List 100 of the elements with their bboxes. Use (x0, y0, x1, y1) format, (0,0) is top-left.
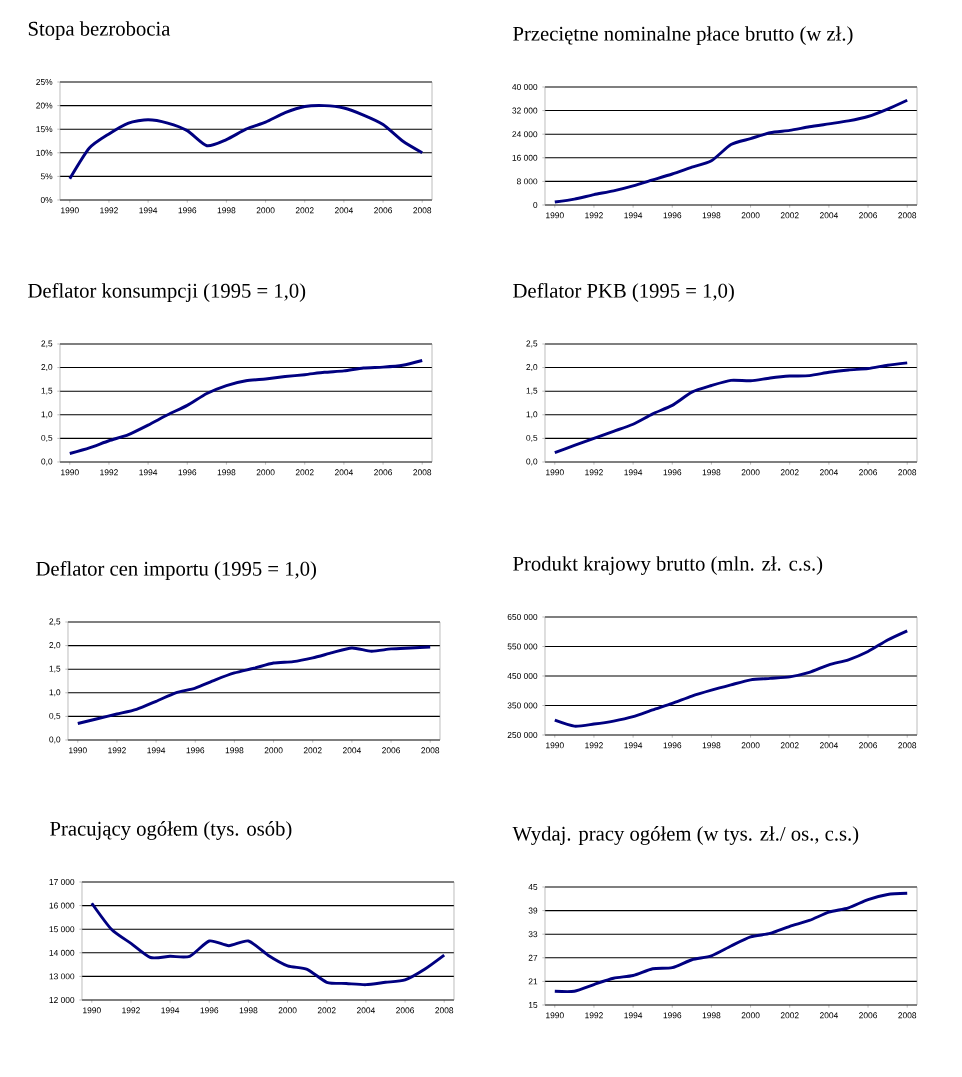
x-tick-label: 1990 (61, 207, 79, 214)
x-tick-label: 1990 (83, 1007, 101, 1014)
x-tick-label: 2008 (421, 747, 440, 754)
y-tick-label: 2,5 (526, 340, 538, 348)
y-tick-label: 15 (528, 1002, 538, 1008)
y-tick-label: 2,0 (526, 364, 538, 372)
x-tick-label: 1992 (122, 1007, 140, 1014)
x-tick-label: 2004 (356, 1007, 375, 1014)
x-tick-label: 1996 (178, 469, 197, 476)
x-tick-label: 1992 (585, 1012, 603, 1019)
x-tick-label: 1990 (546, 742, 564, 749)
line-series (553, 629, 909, 728)
x-tick-label: 2000 (256, 207, 275, 214)
x-tick-label: 1998 (217, 469, 236, 476)
x-tick-label: 2008 (898, 469, 917, 476)
y-tick-label: 0,0 (526, 458, 538, 466)
x-tick-label: 2006 (396, 1007, 415, 1014)
x-tick-label: 1996 (186, 747, 205, 754)
y-tick-label: 25% (36, 79, 53, 85)
x-tick-label: 1990 (546, 212, 564, 219)
y-tick-label: 21 (528, 978, 538, 985)
y-tick-label: 5% (40, 173, 53, 180)
x-tick-label: 1998 (702, 469, 721, 476)
x-tick-label: 1994 (624, 1012, 643, 1019)
x-tick-label: 1992 (100, 207, 118, 214)
y-tick-label: 2,5 (49, 618, 61, 626)
x-tick-label: 1992 (100, 469, 118, 476)
x-tick-label: 1990 (546, 469, 564, 476)
x-tick-label: 1998 (217, 207, 236, 214)
x-tick-label: 2000 (741, 742, 760, 749)
y-tick-label: 1,5 (49, 665, 61, 673)
x-tick-label: 2008 (413, 469, 432, 476)
x-tick-label: 1994 (161, 1007, 180, 1014)
y-tick-label: 16 000 (512, 154, 538, 161)
x-tick-label: 2008 (435, 1007, 454, 1014)
x-tick-label: 1992 (108, 747, 126, 754)
x-tick-label: 2006 (374, 207, 393, 214)
y-tick-label: 1,0 (526, 411, 538, 419)
x-tick-label: 2002 (295, 469, 314, 476)
x-tick-label: 2002 (780, 1012, 799, 1019)
x-tick-label: 1996 (663, 469, 682, 476)
y-tick-label: 350 000 (507, 702, 538, 709)
x-tick-label: 2004 (342, 747, 361, 754)
chart-title: Wydaj. pracy ogółem (w tys. zł./ os., c.s.) (512, 826, 859, 845)
x-tick-label: 2002 (295, 207, 314, 214)
x-tick-label: 1994 (147, 747, 166, 754)
x-tick-label: 2002 (317, 1007, 336, 1014)
x-tick-label: 1996 (178, 207, 197, 214)
y-tick-label: 27 (528, 954, 538, 961)
y-tick-label: 2,5 (41, 340, 53, 348)
y-tick-label: 2,0 (41, 364, 53, 372)
x-tick-label: 1998 (239, 1007, 258, 1014)
y-tick-label: 24 000 (512, 131, 538, 138)
x-tick-label: 2006 (382, 747, 401, 754)
x-tick-label: 2004 (334, 207, 353, 214)
y-tick-label: 14 000 (49, 949, 75, 956)
x-tick-label: 2006 (374, 469, 393, 476)
y-tick-label: 1,0 (41, 411, 53, 419)
x-tick-label: 2000 (256, 469, 275, 476)
x-tick-label: 1994 (624, 742, 643, 749)
y-tick-label: 33 (528, 931, 538, 938)
y-tick-label: 650 000 (507, 614, 538, 620)
x-tick-label: 2002 (780, 469, 799, 476)
line-series (76, 645, 432, 725)
y-tick-label: 550 000 (507, 643, 538, 650)
chart-title: Produkt krajowy brutto (mln. zł. c.s.) (513, 556, 823, 575)
x-tick-label: 1990 (61, 469, 79, 476)
x-tick-label: 1996 (663, 1012, 682, 1019)
y-tick-label: 15% (36, 126, 53, 133)
y-tick-label: 45 (528, 884, 538, 890)
x-tick-label: 1998 (702, 212, 721, 219)
x-tick-label: 1998 (702, 742, 721, 749)
y-tick-label: 450 000 (507, 673, 538, 679)
y-tick-label: 0,5 (49, 712, 61, 720)
x-tick-label: 1994 (624, 212, 643, 219)
x-tick-label: 2008 (413, 207, 432, 214)
x-tick-label: 2006 (859, 1012, 878, 1019)
y-tick-label: 0,5 (41, 434, 53, 442)
line-series (68, 104, 424, 181)
y-tick-label: 40 000 (512, 84, 538, 90)
y-tick-label: 0 (533, 202, 538, 208)
y-tick-label: 1,5 (41, 387, 53, 395)
y-tick-label: 10% (36, 149, 53, 156)
x-tick-label: 1998 (225, 747, 244, 754)
x-tick-label: 1996 (663, 212, 682, 219)
x-tick-label: 1992 (585, 212, 603, 219)
x-tick-label: 1990 (546, 1012, 564, 1019)
x-tick-label: 2008 (898, 742, 917, 749)
x-tick-label: 1998 (702, 1012, 721, 1019)
y-tick-label: 1,5 (526, 387, 538, 395)
y-tick-label: 20% (36, 102, 53, 109)
x-tick-label: 2004 (819, 1012, 838, 1019)
y-tick-label: 1,0 (49, 689, 61, 697)
chart-title: Deflator PKB (1995 = 1,0) (513, 282, 734, 302)
y-tick-label: 13 000 (49, 973, 75, 980)
x-tick-label: 2002 (780, 742, 799, 749)
x-tick-label: 2000 (741, 212, 760, 219)
line-series (90, 901, 446, 987)
x-tick-label: 1996 (200, 1007, 219, 1014)
chart-title: Przeciętne nominalne płace brutto (w zł.) (513, 26, 853, 45)
